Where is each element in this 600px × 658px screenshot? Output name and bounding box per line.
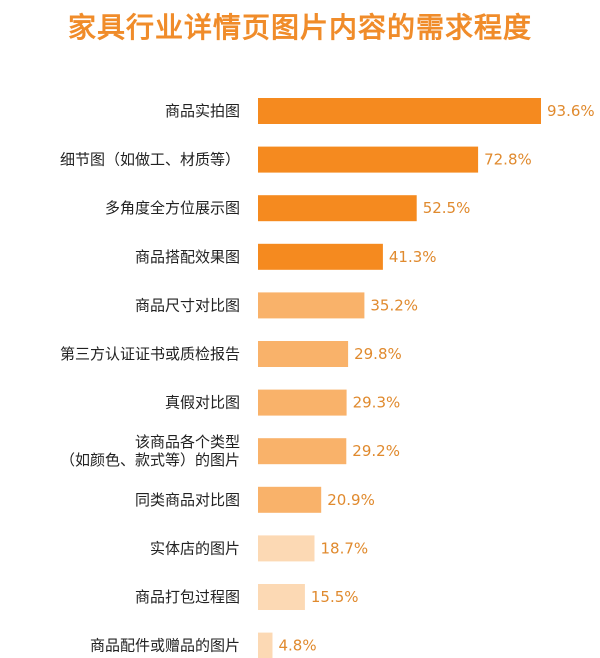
category-label-2: 细节图（如做工、材质等） — [60, 151, 240, 169]
category-label-6: 第三方认证证书或质检报告 — [60, 345, 240, 363]
value-label-12: 4.8% — [279, 637, 317, 655]
bar-2 — [258, 146, 479, 173]
category-label-8-line-1: 该商品各个类型 — [135, 433, 240, 451]
value-label-5: 35.2% — [370, 296, 418, 314]
value-label-8: 29.2% — [352, 442, 400, 460]
bar-10 — [258, 535, 315, 562]
category-label-4: 商品搭配效果图 — [135, 248, 240, 266]
category-label-12: 商品配件或赠品的图片 — [90, 637, 240, 655]
bar-9 — [258, 486, 322, 513]
value-label-2: 72.8% — [484, 151, 532, 169]
value-label-6: 29.8% — [354, 345, 402, 363]
category-label-1: 商品实拍图 — [165, 102, 240, 120]
category-label-7: 真假对比图 — [165, 394, 240, 412]
value-label-1: 93.6% — [547, 102, 595, 120]
category-label-8-line-2: （如颜色、款式等）的图片 — [60, 451, 240, 469]
bar-5 — [258, 292, 365, 319]
category-label-11: 商品打包过程图 — [135, 588, 240, 606]
category-label-10: 实体店的图片 — [150, 539, 240, 557]
category-label-9: 同类商品对比图 — [135, 491, 240, 509]
bar-8 — [258, 438, 347, 465]
value-label-11: 15.5% — [311, 588, 359, 606]
bar-6 — [258, 341, 349, 367]
category-label-5: 商品尺寸对比图 — [135, 296, 240, 314]
chart-title: 家具行业详情页图片内容的需求程度 — [67, 11, 532, 44]
bar-11 — [258, 584, 305, 610]
bar-4 — [258, 243, 383, 270]
bar-12 — [258, 632, 273, 658]
bar-7 — [258, 389, 347, 416]
bar-3 — [258, 195, 417, 222]
value-label-9: 20.9% — [327, 491, 375, 509]
category-label-3: 多角度全方位展示图 — [105, 199, 240, 217]
value-label-4: 41.3% — [389, 248, 437, 266]
value-label-7: 29.3% — [353, 394, 401, 412]
bar-1 — [258, 98, 541, 124]
value-label-3: 52.5% — [423, 199, 471, 217]
value-label-10: 18.7% — [321, 539, 369, 557]
